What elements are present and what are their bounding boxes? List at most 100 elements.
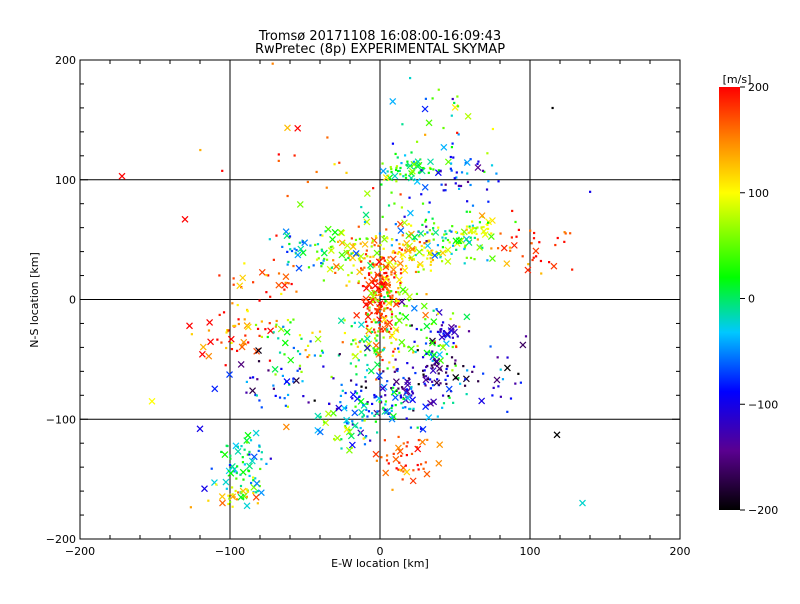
scatter-point xyxy=(355,383,358,386)
scatter-point-cross xyxy=(181,215,189,223)
scatter-point xyxy=(387,412,390,416)
scatter-point xyxy=(396,369,399,373)
scatter-point xyxy=(260,406,263,409)
scatter-point xyxy=(384,400,388,403)
scatter-point xyxy=(344,406,348,409)
scatter-point xyxy=(289,248,292,251)
scatter-point xyxy=(432,309,435,312)
scatter-point xyxy=(342,241,345,244)
scatter-point xyxy=(243,318,246,321)
scatter-point xyxy=(425,352,428,355)
scatter-point xyxy=(379,292,382,296)
scatter-point xyxy=(450,169,453,172)
scatter-point xyxy=(317,257,320,260)
scatter-point xyxy=(430,249,433,252)
scatter-point xyxy=(277,159,280,162)
scatter-point xyxy=(377,244,380,247)
scatter-point xyxy=(367,272,371,275)
scatter-point xyxy=(221,169,224,172)
scatter-point xyxy=(468,240,471,244)
scatter-point-cross xyxy=(410,304,418,312)
scatter-point xyxy=(251,376,255,379)
scatter-point xyxy=(454,325,457,328)
scatter-point xyxy=(421,249,424,252)
scatter-point xyxy=(436,244,440,247)
scatter-point xyxy=(362,414,366,417)
scatter-point-cross xyxy=(439,249,447,257)
scatter-point-cross xyxy=(423,322,431,330)
scatter-point-cross xyxy=(421,183,429,191)
scatter-point xyxy=(420,193,423,196)
scatter-point-cross xyxy=(397,227,405,234)
scatter-point xyxy=(417,270,420,274)
scatter-point xyxy=(246,310,249,313)
scatter-point xyxy=(398,169,401,173)
scatter-point xyxy=(394,403,397,407)
scatter-point xyxy=(486,259,489,262)
scatter-point xyxy=(394,322,398,325)
scatter-point xyxy=(556,236,559,240)
scatter-point xyxy=(463,247,466,251)
scatter-point xyxy=(411,392,415,395)
scatter-point xyxy=(260,451,263,454)
scatter-point xyxy=(390,300,393,303)
scatter-point xyxy=(563,240,566,243)
scatter-point xyxy=(491,394,494,397)
scatter-point-cross xyxy=(392,300,400,308)
scatter-point xyxy=(423,246,426,249)
scatter-point xyxy=(380,183,383,186)
scatter-point xyxy=(254,393,257,397)
scatter-point xyxy=(531,258,534,262)
scatter-point xyxy=(319,354,322,357)
scatter-point xyxy=(464,244,467,247)
scatter-point xyxy=(216,338,219,341)
scatter-point-cross xyxy=(408,254,416,262)
scatter-point xyxy=(459,184,463,188)
scatter-point xyxy=(352,339,355,342)
scatter-point-cross xyxy=(267,327,275,335)
scatter-point xyxy=(569,232,572,235)
scatter-point xyxy=(497,385,500,388)
scatter-point-cross xyxy=(239,274,247,282)
scatter-point xyxy=(499,395,502,398)
scatter-point xyxy=(298,367,301,370)
scatter-point xyxy=(373,265,376,268)
scatter-point xyxy=(384,403,387,406)
scatter-point xyxy=(287,282,290,285)
scatter-point xyxy=(365,369,369,372)
scatter-point xyxy=(406,244,409,247)
scatter-point-cross xyxy=(373,249,381,257)
scatter-point xyxy=(220,341,223,344)
scatter-point-cross xyxy=(445,385,453,393)
scatter-point xyxy=(380,314,383,317)
scatter-point-cross xyxy=(316,428,324,436)
scatter-point-cross xyxy=(301,239,309,247)
scatter-point-cross xyxy=(222,478,230,486)
scatter-point-cross xyxy=(367,367,375,375)
scatter-point-cross xyxy=(357,321,365,329)
scatter-point xyxy=(245,495,249,498)
scatter-point xyxy=(554,243,557,247)
chart-subtitle: RwPretec (8p) EXPERIMENTAL SKYMAP xyxy=(255,42,505,57)
scatter-point xyxy=(281,245,284,249)
scatter-point-cross xyxy=(361,240,369,248)
scatter-point xyxy=(363,266,366,269)
scatter-point-cross xyxy=(476,243,484,251)
scatter-point xyxy=(428,201,431,204)
scatter-point xyxy=(240,445,243,448)
scatter-point xyxy=(249,481,253,485)
y-tick-label: 0 xyxy=(69,294,76,307)
scatter-point xyxy=(390,170,393,174)
scatter-point xyxy=(414,253,417,257)
scatter-point xyxy=(360,389,363,392)
scatter-point xyxy=(468,210,472,213)
scatter-point xyxy=(245,391,248,394)
scatter-point-cross xyxy=(198,350,206,358)
scatter-point xyxy=(396,329,399,332)
scatter-point xyxy=(404,391,407,394)
scatter-point xyxy=(401,243,405,246)
scatter-point xyxy=(395,338,398,341)
scatter-point xyxy=(258,444,261,447)
scatter-point xyxy=(355,373,358,376)
scatter-point xyxy=(439,328,442,331)
